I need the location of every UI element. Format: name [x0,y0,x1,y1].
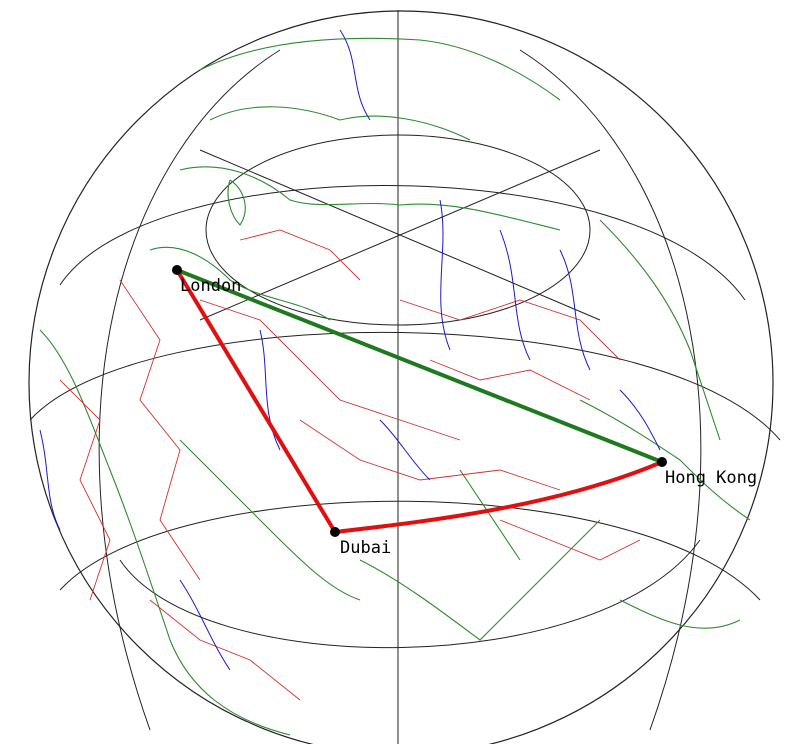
rivers [39,29,661,671]
route-london-dubai-hongkong [175,268,664,534]
cities: London Dubai Hong Kong [172,265,757,558]
graticule [29,10,781,744]
city-marker-hongkong[interactable] [657,457,667,467]
city-label-hongkong: Hong Kong [665,468,757,488]
city-label-dubai: Dubai [340,538,391,558]
coastlines [39,37,751,736]
city-marker-london[interactable] [172,265,182,275]
city-label-london: London [180,276,241,296]
country-borders [59,229,641,701]
route-london-hongkong [175,268,664,464]
globe-outline [28,10,774,744]
routes [175,268,664,534]
city-marker-dubai[interactable] [330,527,340,537]
